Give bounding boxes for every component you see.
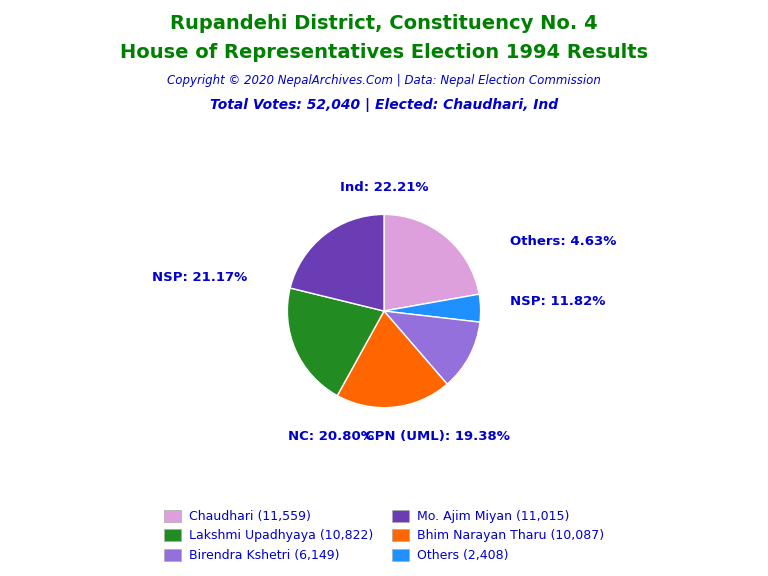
Text: NC: 20.80%: NC: 20.80% <box>288 430 374 443</box>
Legend: Chaudhari (11,559), Lakshmi Upadhyaya (10,822), Birendra Kshetri (6,149), Mo. Aj: Chaudhari (11,559), Lakshmi Upadhyaya (1… <box>159 505 609 567</box>
Text: Rupandehi District, Constituency No. 4: Rupandehi District, Constituency No. 4 <box>170 14 598 33</box>
Text: Copyright © 2020 NepalArchives.Com | Data: Nepal Election Commission: Copyright © 2020 NepalArchives.Com | Dat… <box>167 74 601 87</box>
Text: NSP: 21.17%: NSP: 21.17% <box>151 271 247 284</box>
Text: CPN (UML): 19.38%: CPN (UML): 19.38% <box>365 430 510 443</box>
Text: Others: 4.63%: Others: 4.63% <box>510 235 616 248</box>
Text: NSP: 11.82%: NSP: 11.82% <box>510 295 605 308</box>
Wedge shape <box>290 214 384 311</box>
Wedge shape <box>384 294 481 322</box>
Text: Total Votes: 52,040 | Elected: Chaudhari, Ind: Total Votes: 52,040 | Elected: Chaudhari… <box>210 98 558 112</box>
Text: Ind: 22.21%: Ind: 22.21% <box>339 181 429 194</box>
Wedge shape <box>337 311 447 408</box>
Wedge shape <box>287 288 384 396</box>
Text: House of Representatives Election 1994 Results: House of Representatives Election 1994 R… <box>120 43 648 62</box>
Wedge shape <box>384 311 480 384</box>
Wedge shape <box>384 214 479 311</box>
